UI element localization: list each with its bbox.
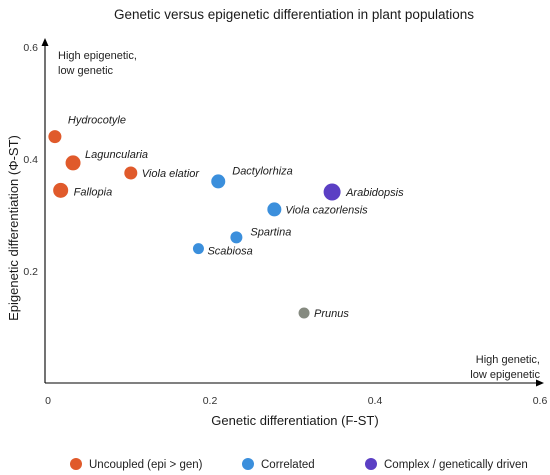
point-label: Laguncularia [85, 149, 148, 161]
point-label: Scabiosa [207, 246, 252, 258]
x-tick-label: 0 [45, 395, 51, 407]
axes [41, 38, 544, 387]
legend-swatch [70, 458, 82, 470]
x-tick-label: 0.4 [368, 395, 383, 407]
legend: Uncoupled (epi > gen) Correlated Complex /… [70, 458, 528, 471]
x-tick-labels: 0 0.2 0.4 0.6 [45, 395, 547, 407]
legend-item: Complex / genetically driven [365, 458, 528, 471]
point-label: Arabidopsis [345, 187, 404, 199]
legend-label: Complex / genetically driven [384, 459, 528, 471]
y-tick-labels: 0.2 0.4 0.6 [23, 42, 38, 278]
data-point [124, 166, 138, 180]
data-point [267, 202, 282, 217]
point-label: Spartina [250, 226, 291, 238]
legend-label: Uncoupled (epi > gen) [89, 459, 203, 471]
legend-item: Correlated [242, 458, 315, 471]
y-axis-label: Epigenetic differentiation (Φ-ST) [6, 135, 21, 321]
legend-swatch [242, 458, 254, 470]
data-point [230, 231, 243, 244]
legend-label: Correlated [261, 459, 315, 471]
data-points [48, 130, 341, 319]
y-axis-arrowhead [41, 38, 49, 46]
point-label: Viola cazorlensis [285, 204, 368, 216]
data-point [53, 182, 69, 198]
x-axis-label: Genetic differentiation (F-ST) [211, 413, 378, 428]
data-point [323, 183, 341, 201]
corner-note-top-left: High epigenetic, low genetic [58, 50, 137, 77]
point-label: Hydrocotyle [68, 115, 126, 127]
y-tick-label: 0.4 [23, 154, 38, 166]
point-label: Fallopia [74, 186, 113, 198]
point-label: Viola elatior [142, 168, 201, 180]
x-tick-label: 0.6 [533, 395, 548, 407]
point-label: Prunus [314, 308, 349, 320]
x-axis-arrowhead [536, 379, 544, 387]
y-tick-label: 0.2 [23, 266, 38, 278]
point-labels: Hydrocotyle Laguncularia Fallopia Viola ela… [68, 115, 404, 320]
corner-note-top-left-line-2: low genetic [58, 65, 114, 77]
legend-swatch [365, 458, 377, 470]
data-point [192, 243, 204, 255]
corner-note-bottom-right-line-1: High genetic, [476, 354, 540, 366]
point-label: Dactylorhiza [232, 165, 293, 177]
corner-note-top-left-line-1: High epigenetic, [58, 50, 137, 62]
corner-note-bottom-right-line-2: low epigenetic [470, 369, 540, 381]
legend-item: Uncoupled (epi > gen) [70, 458, 203, 471]
data-point [211, 174, 226, 189]
corner-note-bottom-right: High genetic, low epigenetic [470, 354, 540, 381]
chart-title: Genetic versus epigenetic differentiatio… [114, 7, 474, 22]
y-tick-label: 0.6 [23, 42, 38, 54]
data-point [48, 130, 62, 144]
x-tick-label: 0.2 [203, 395, 218, 407]
data-point [298, 307, 310, 319]
data-point [65, 155, 81, 171]
